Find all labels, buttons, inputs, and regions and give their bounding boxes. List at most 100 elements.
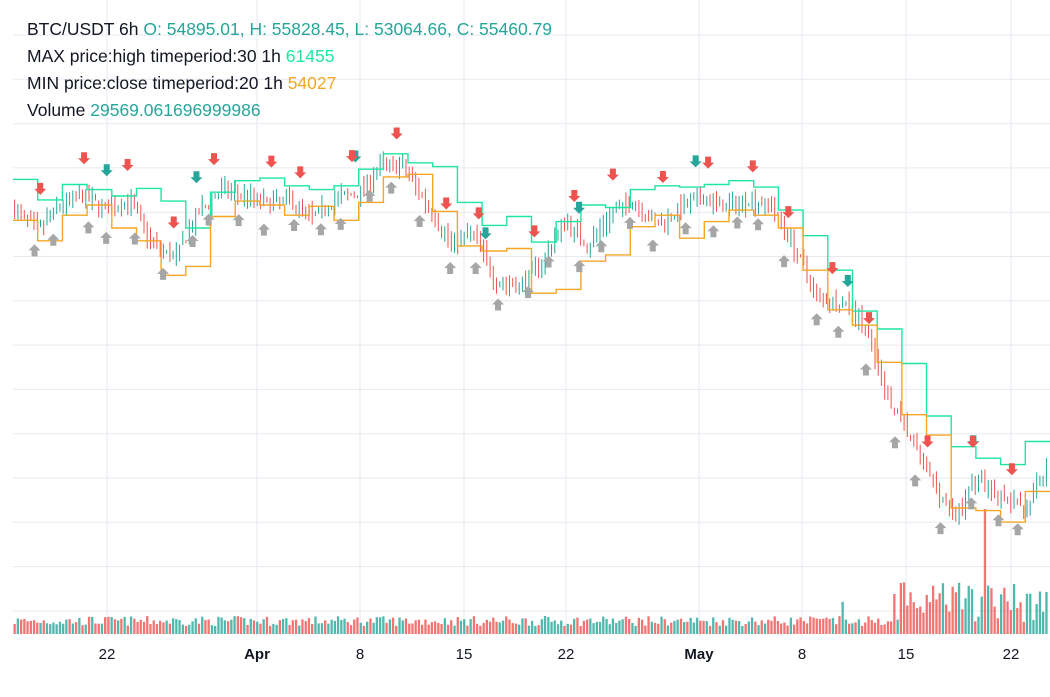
signal-marker-55 [646,239,659,252]
signal-marker-41 [288,219,301,232]
volume-bar-20 [78,617,81,634]
volume-bar-49 [172,618,175,634]
volume-bar-29 [107,616,110,634]
volume-bar-252 [828,619,831,634]
volume-bar-216 [712,617,715,634]
x-tick-label-2: 8 [356,646,364,663]
volume-label: Volume [27,100,86,120]
signal-marker-0 [100,164,113,177]
volume-bar-275 [902,582,906,634]
legend-min-row: MIN price:close timeperiod:20 1h 54027 [27,70,552,97]
volume-bar-260 [854,622,857,634]
volume-bar-273 [896,619,899,634]
volume-bar-183 [605,618,608,634]
volume-bar-179 [592,623,595,634]
legend-volume-row: Volume 29569.061696999986 [27,97,552,124]
volume-bar-18 [71,623,74,634]
volume-bar-118 [395,625,398,634]
signal-marker-28 [921,435,934,448]
volume-bar-26 [97,623,100,634]
max-indicator-value: 61455 [285,46,335,66]
signal-marker-48 [469,261,482,274]
x-tick-label-0: 22 [99,646,116,663]
volume-bar-294 [964,598,967,634]
volume-bar-175 [579,626,582,634]
volume-bar-104 [349,625,353,634]
volume-bar-96 [324,620,327,634]
volume-bar-161 [534,625,537,634]
volume-bar-93 [314,616,317,634]
min-indicator-label: MIN price:close timeperiod:20 1h [27,73,283,93]
volume-bar-287 [941,583,945,634]
signal-marker-4 [573,201,586,214]
signal-marker-64 [888,436,901,449]
signal-marker-8 [34,182,47,195]
volume-bar-261 [857,619,860,634]
volume-bar-228 [750,617,754,634]
volume-bar-83 [281,618,285,634]
volume-bar-253 [831,617,835,634]
volume-bar-292 [957,582,961,634]
volume-bar-302 [990,588,993,634]
volume-bar-217 [715,622,718,634]
signal-marker-5 [689,155,702,168]
volume-bar-140 [466,625,469,634]
volume-bar-86 [291,620,294,634]
volume-bar-266 [873,622,877,634]
volume-bar-176 [582,620,585,634]
volume-bar-285 [935,599,938,634]
volume-bar-150 [498,622,501,634]
volume-bar-151 [501,620,505,634]
volume-bar-227 [747,621,750,634]
volume-bar-251 [825,617,828,634]
volume-bar-191 [631,623,634,634]
volume-bar-208 [686,621,689,634]
volume-bar-155 [514,623,518,634]
signal-marker-52 [573,260,586,273]
volume-bar-222 [731,619,734,634]
signal-marker-36 [157,267,170,280]
volume-bar-225 [741,625,744,634]
signal-marker-57 [707,225,720,238]
x-tick-label-7: 15 [898,646,915,663]
volume-bar-171 [566,623,569,634]
volume-bar-263 [864,622,867,634]
chart-grid [13,0,1050,636]
volume-bar-67 [230,619,233,634]
signal-marker-67 [965,497,978,510]
volume-bar-235 [773,616,776,634]
signal-marker-9 [78,152,91,165]
signal-marker-32 [47,233,60,246]
volume-bar-210 [692,622,695,634]
volume-bar-54 [188,624,191,634]
volume-bar-115 [385,622,388,634]
volume-bar-244 [802,621,805,634]
volume-bar-318 [1042,611,1045,634]
signal-marker-53 [595,240,608,253]
volume-bar-289 [948,611,951,634]
x-tick-label-1: Apr [244,646,270,663]
volume-bar-184 [608,624,611,634]
volume-bar-107 [359,622,362,634]
signal-marker-56 [679,222,692,235]
volume-bar-200 [660,616,663,634]
signal-marker-26 [826,262,839,275]
volume-bar-3 [23,618,26,634]
signal-marker-16 [390,127,403,140]
signal-marker-60 [778,255,791,268]
volume-bar-181 [598,621,602,634]
volume-bar-111 [372,622,375,634]
signal-marker-33 [82,221,95,234]
volume-bar-281 [922,612,925,634]
volume-bar-218 [718,625,721,634]
volume-bar-282 [925,594,928,634]
signal-marker-17 [440,197,453,210]
volume-bar-268 [880,625,883,634]
volume-bar-306 [1003,587,1006,634]
volume-bar-114 [382,616,385,634]
volume-bar-120 [401,620,404,634]
volume-bar-259 [851,623,854,634]
volume-bar-199 [657,623,660,634]
volume-bar-153 [508,619,511,634]
